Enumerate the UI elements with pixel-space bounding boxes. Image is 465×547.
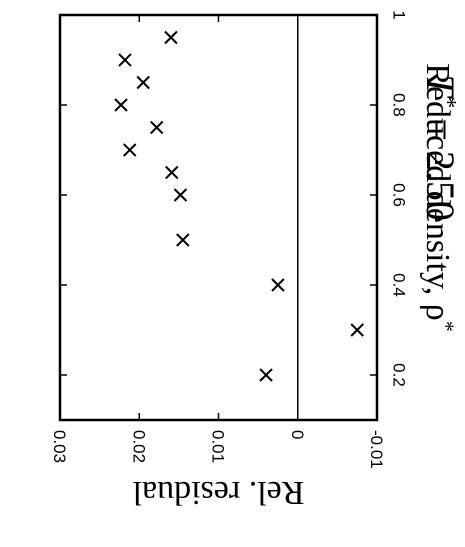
y-tick-label: 0.03 <box>50 430 69 463</box>
data-point <box>164 30 178 45</box>
y-axis-ticks: -0.01 0 0.01 0.02 0.03 <box>50 15 386 469</box>
data-point <box>176 233 190 247</box>
data-point <box>118 53 132 67</box>
y-tick-label: 0 <box>288 430 307 439</box>
data-point <box>165 165 179 180</box>
data-point <box>271 278 285 292</box>
data-point <box>149 120 164 135</box>
data-point <box>136 75 150 90</box>
plot-area: 0.2 0.4 0.6 0.8 1 -0.01 0 0.01 0.02 0.03 <box>50 10 409 468</box>
x-tick-label: 1 <box>390 10 409 19</box>
x-axis-ticks: 0.2 0.4 0.6 0.8 1 <box>60 10 409 387</box>
plot-frame <box>58 13 379 422</box>
x-axis-label: Reduced density, ρ* <box>419 63 460 331</box>
data-point <box>123 143 137 157</box>
data-point <box>173 188 188 202</box>
y-tick-label: -0.01 <box>367 430 386 469</box>
data-point <box>114 98 128 112</box>
x-tick-label: 0.4 <box>390 273 409 297</box>
y-axis-label: Rel. residual <box>133 474 305 511</box>
x-tick-label: 0.8 <box>390 93 409 117</box>
x-tick-label: 0.2 <box>390 363 409 387</box>
chart-title: T* = 2.50 <box>418 74 463 221</box>
x-tick-label: 0.6 <box>390 183 409 207</box>
data-point <box>350 323 364 337</box>
y-tick-label: 0.02 <box>129 430 148 463</box>
chart-rotated-group: 0.2 0.4 0.6 0.8 1 -0.01 0 0.01 0.02 0.03 T* = 2.… <box>50 10 463 511</box>
y-tick-label: 0.01 <box>209 430 228 463</box>
data-point <box>259 368 273 382</box>
data-points <box>114 30 364 382</box>
